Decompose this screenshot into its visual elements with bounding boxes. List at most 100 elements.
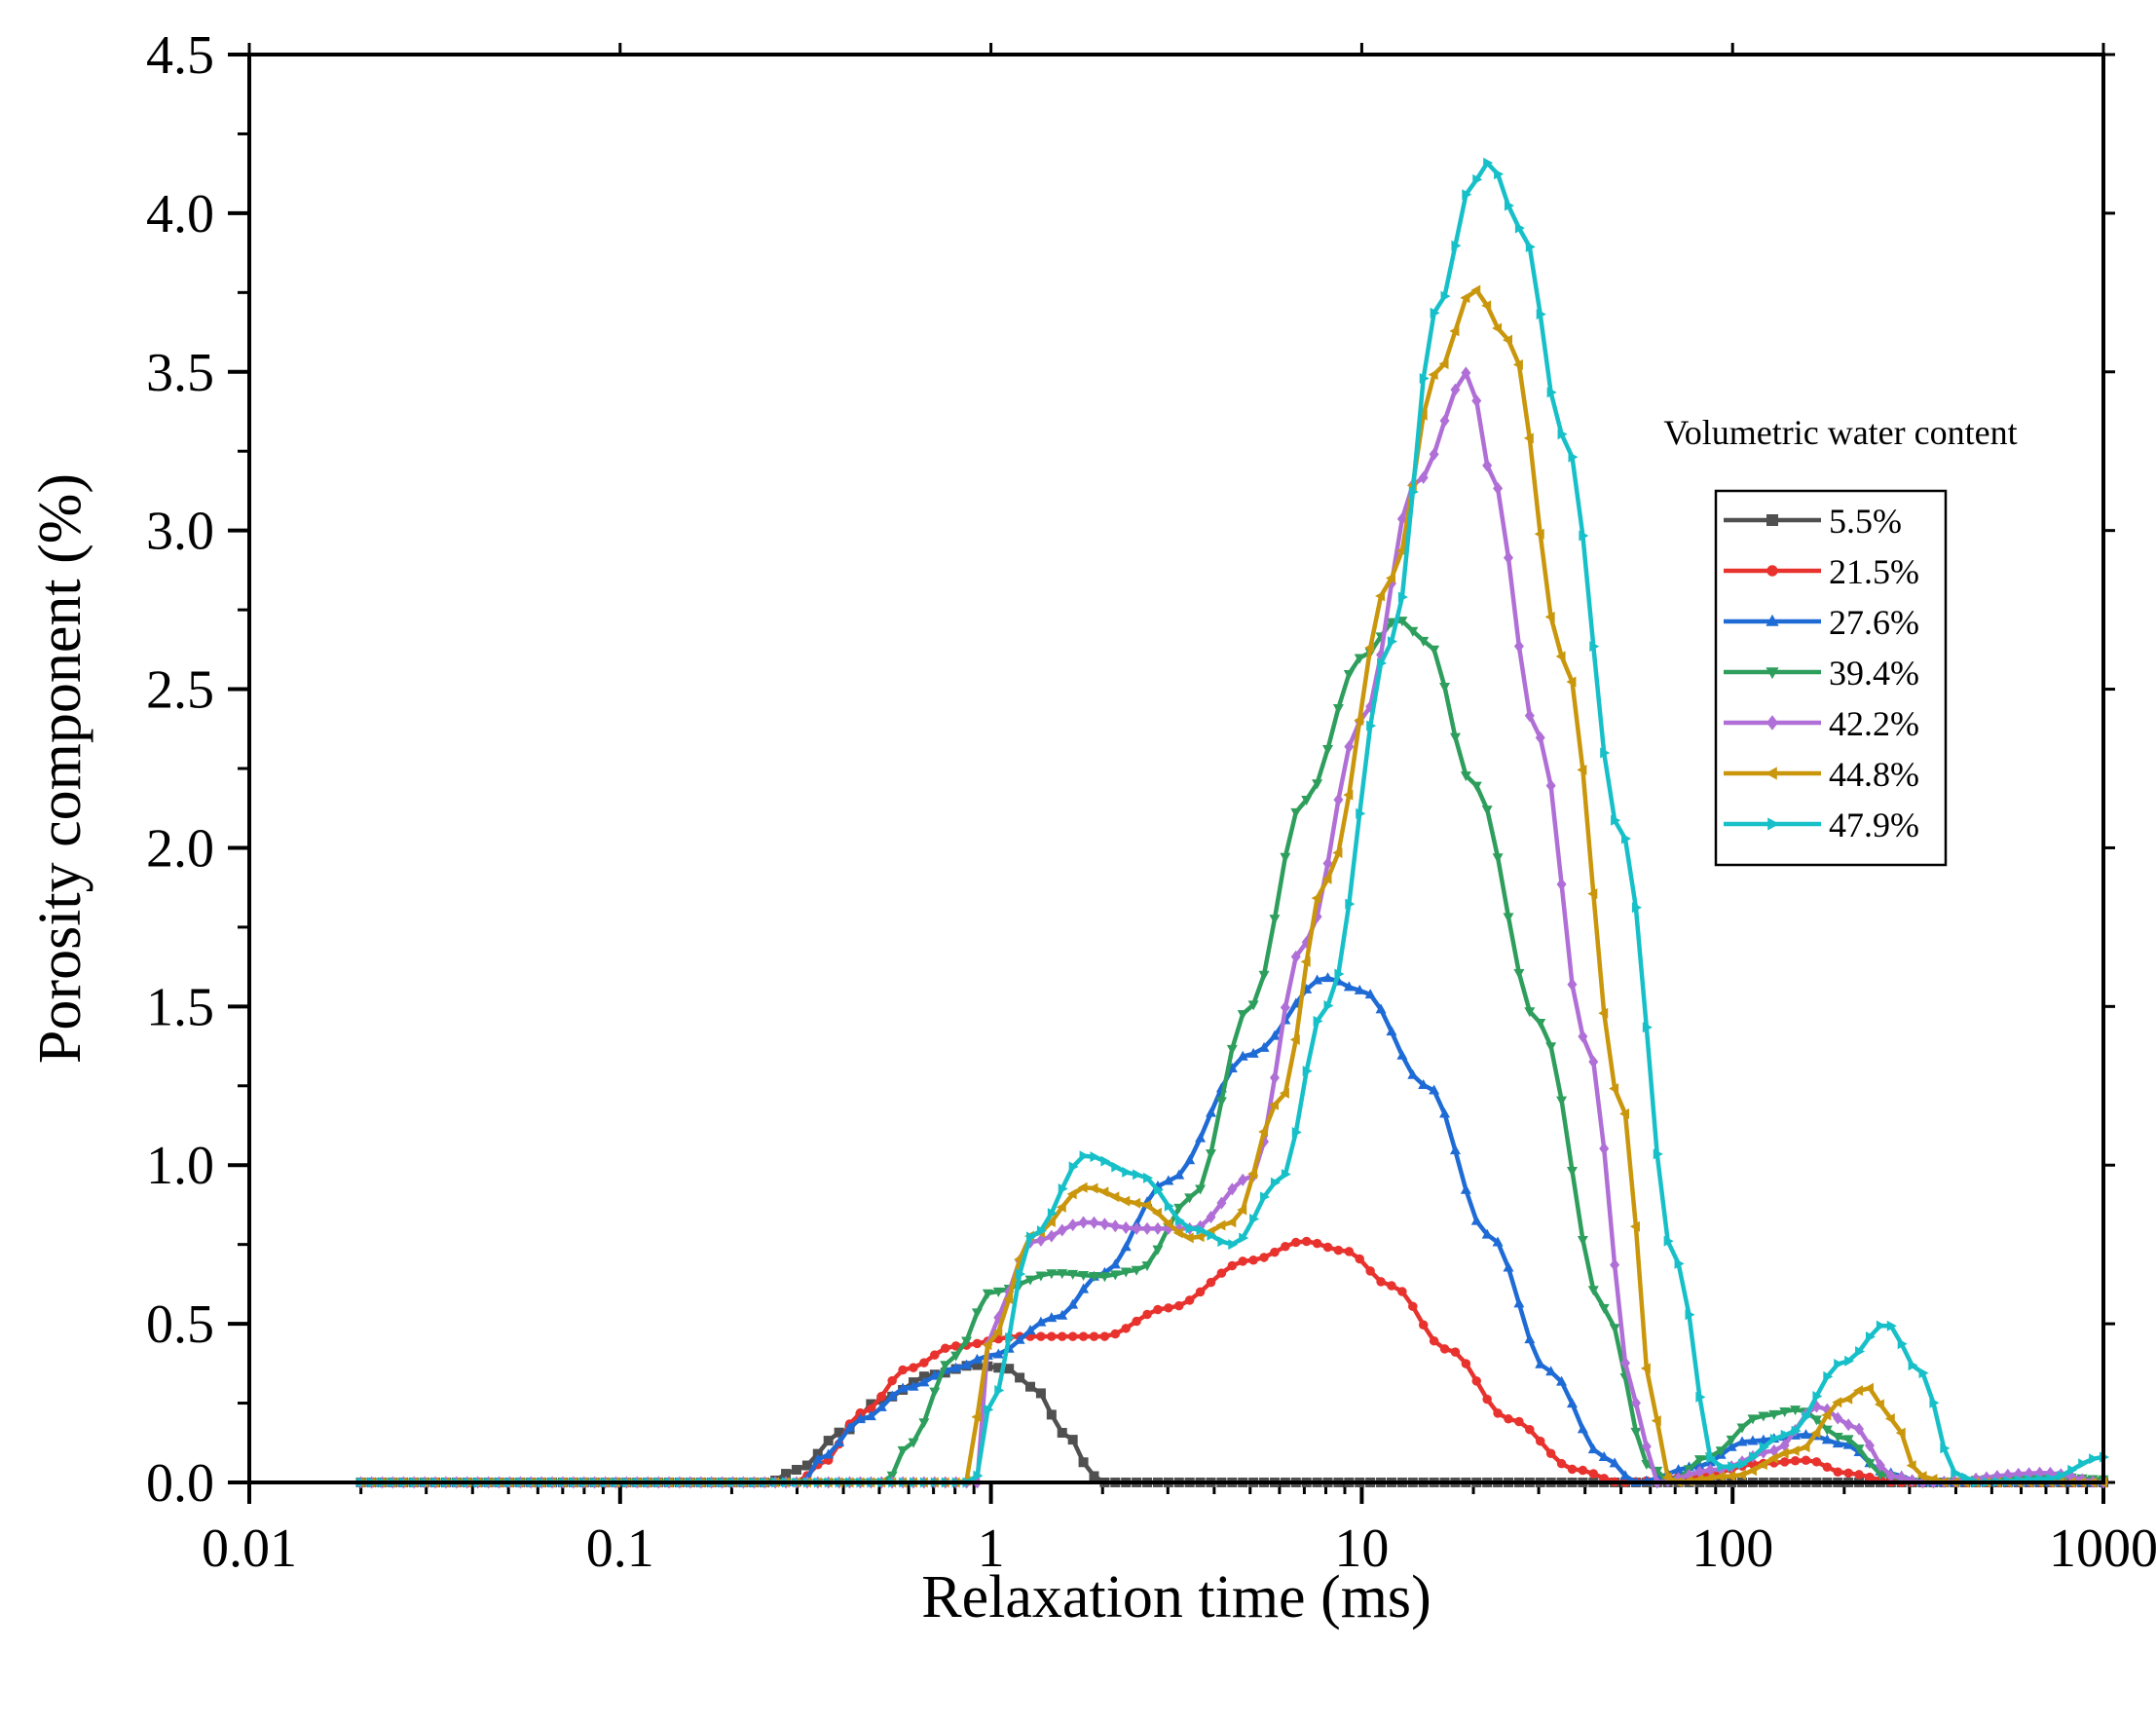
data-point: [1354, 714, 1364, 726]
data-point: [1810, 1427, 1821, 1439]
data-point: [1588, 1469, 1599, 1479]
data-point: [1153, 1184, 1164, 1196]
data-point: [1524, 1007, 1536, 1018]
data-point: [1015, 1372, 1025, 1383]
data-point: [865, 1410, 876, 1421]
data-point: [1471, 1376, 1482, 1386]
data-point: [1896, 1471, 1907, 1484]
data-point: [1832, 1433, 1843, 1443]
data-point: [1259, 1253, 1269, 1262]
data-point: [1024, 1275, 1036, 1286]
series-line: [360, 287, 2103, 1485]
data-point: [1767, 1452, 1778, 1464]
data-point: [1470, 1215, 1482, 1225]
data-point: [1821, 1409, 1832, 1421]
data-point: [1546, 387, 1557, 398]
data-point: [1609, 1457, 1620, 1468]
data-point: [1640, 1363, 1651, 1374]
data-point: [1046, 1269, 1058, 1280]
data-point: [1396, 617, 1408, 627]
data-point: [1577, 1235, 1588, 1246]
data-point: [1078, 1216, 1089, 1229]
legend-item: 5.5%: [1724, 502, 1902, 541]
y-tick-label: 0.5: [146, 1294, 214, 1355]
data-point: [1789, 1445, 1800, 1457]
data-point: [1005, 1331, 1016, 1343]
data-point: [1587, 1286, 1599, 1296]
data-point: [1492, 853, 1504, 864]
data-point: [801, 1460, 812, 1471]
series-line: [360, 1363, 2103, 1485]
data-point: [781, 1469, 792, 1480]
data-point: [1567, 1464, 1578, 1475]
data-point: [1429, 447, 1439, 461]
y-axis-title: Porosity component (%): [27, 473, 93, 1064]
data-point: [1631, 902, 1642, 914]
data-point: [1843, 1468, 1853, 1479]
data-point: [1333, 793, 1344, 806]
data-point: [984, 1404, 994, 1415]
data-point: [1599, 1142, 1610, 1155]
data-point: [1800, 1429, 1811, 1440]
data-point: [1769, 1433, 1780, 1444]
data-point: [1440, 290, 1451, 302]
data-point: [1726, 1470, 1736, 1481]
data-point: [1578, 1030, 1588, 1043]
data-point: [1385, 572, 1395, 583]
data-point: [1270, 1247, 1280, 1257]
data-point: [1568, 451, 1579, 463]
data-point: [1173, 1203, 1185, 1214]
data-point: [1088, 1182, 1098, 1194]
plot-frame: [247, 53, 2105, 1484]
data-point: [1556, 1096, 1568, 1106]
data-point: [1611, 814, 1621, 826]
data-point: [1726, 1441, 1737, 1451]
data-point: [1779, 1407, 1791, 1418]
data-point: [1429, 1335, 1439, 1346]
data-point: [1430, 307, 1440, 319]
data-point: [855, 1407, 866, 1418]
data-point: [1016, 1268, 1026, 1280]
data-point: [1578, 1465, 1588, 1476]
legend-title: Volumetric water content: [1663, 413, 2017, 452]
data-point: [1790, 1456, 1801, 1466]
data-point: [1110, 1219, 1121, 1233]
data-point: [1450, 1347, 1461, 1357]
data-point: [1185, 1222, 1196, 1234]
data-point: [1418, 1079, 1430, 1090]
y-tick-label: 3.5: [146, 343, 214, 403]
data-point: [1386, 618, 1397, 628]
data-point: [1258, 1126, 1269, 1138]
data-point: [1746, 1465, 1757, 1477]
legend-marker: [1767, 817, 1780, 831]
data-point: [1237, 1010, 1248, 1021]
data-point: [1355, 1254, 1364, 1264]
data-point: [1100, 1155, 1111, 1167]
data-point: [1364, 989, 1376, 999]
data-point: [1047, 1208, 1058, 1219]
data-point: [2078, 1458, 2089, 1470]
data-point: [1544, 611, 1555, 622]
data-point: [1291, 1126, 1302, 1138]
data-point: [1098, 1186, 1109, 1198]
data-point: [1545, 1366, 1557, 1376]
data-point: [1120, 1267, 1132, 1278]
data-point: [1482, 459, 1493, 472]
data-point: [886, 1390, 898, 1401]
data-point: [929, 1387, 941, 1398]
data-point: [1239, 1232, 1249, 1244]
data-point: [1557, 429, 1568, 440]
data-point: [1207, 1229, 1217, 1241]
data-point: [1067, 1331, 1078, 1341]
data-point: [1461, 1359, 1471, 1368]
data-point: [791, 1464, 801, 1475]
data-point: [1057, 1331, 1067, 1341]
data-point: [1492, 322, 1503, 334]
data-point: [1853, 1385, 1864, 1397]
data-point: [1195, 1184, 1207, 1195]
data-point: [1269, 915, 1281, 925]
data-point: [1184, 1193, 1196, 1204]
data-point: [1110, 1329, 1121, 1339]
legend-marker: [1766, 514, 1778, 526]
data-point: [950, 1341, 961, 1351]
